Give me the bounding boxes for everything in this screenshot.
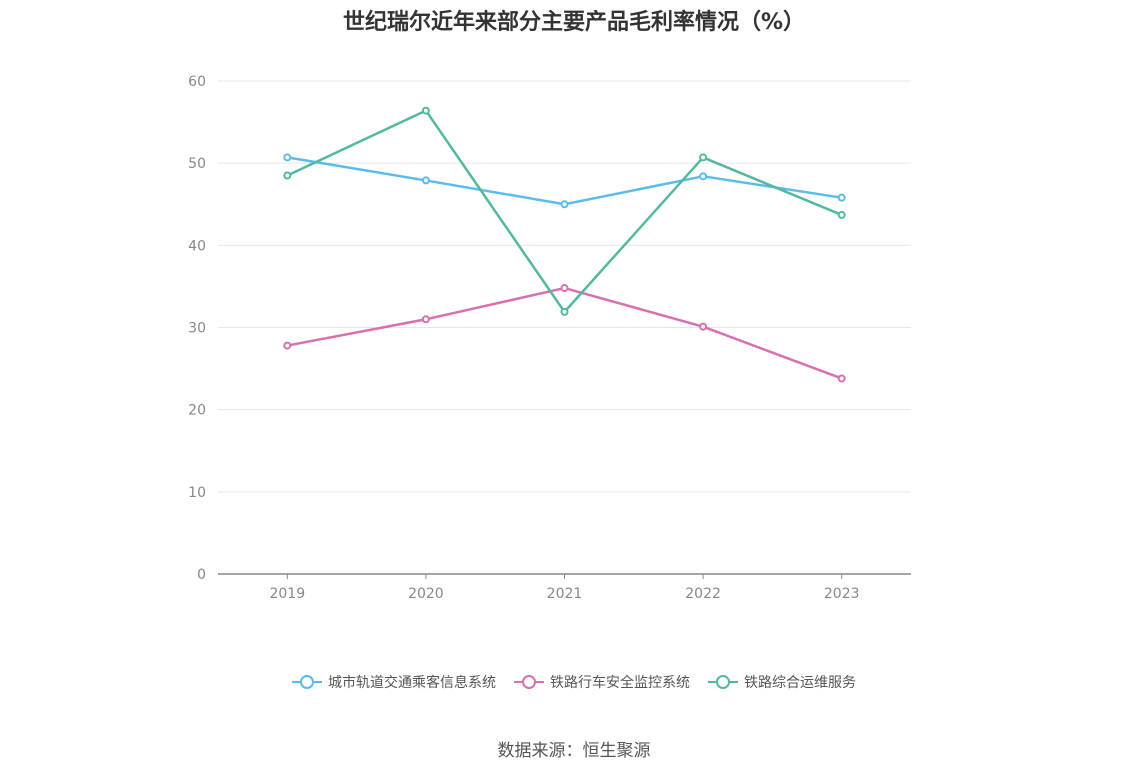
source-note: 数据来源：恒生聚源 — [497, 741, 651, 761]
data-point — [283, 171, 292, 180]
series-line-2 — [287, 286, 843, 380]
series-line-3 — [286, 109, 843, 314]
y-tick-label: 30 — [188, 321, 206, 337]
grid-lines — [218, 80, 911, 493]
data-point — [699, 172, 708, 181]
data-point — [837, 374, 846, 383]
data-point — [421, 106, 430, 115]
y-tick-label: 50 — [188, 156, 206, 172]
x-tick-label: 2020 — [408, 586, 444, 602]
data-point — [837, 193, 846, 202]
data-point — [560, 307, 569, 316]
data-point — [837, 210, 846, 219]
chart-title: 世纪瑞尔近年来部分主要产品毛利率情况（%） — [342, 10, 806, 35]
data-point — [699, 153, 708, 162]
y-tick-label: 0 — [197, 567, 206, 583]
legend-marker-icon — [514, 675, 544, 689]
x-tick-label: 2021 — [547, 586, 583, 602]
data-point — [421, 176, 430, 185]
legend-item-1[interactable]: 城市轨道交通乘客信息系统 — [292, 672, 496, 692]
y-tick-label: 10 — [188, 485, 206, 501]
legend-label: 铁路行车安全监控系统 — [550, 675, 690, 691]
legend: 城市轨道交通乘客信息系统 铁路行车安全监控系统 铁路综合运维服务 — [0, 672, 1148, 692]
x-tick-label: 2023 — [824, 586, 860, 602]
x-tick-label: 2019 — [269, 586, 305, 602]
legend-item-3[interactable]: 铁路综合运维服务 — [708, 672, 856, 692]
data-point — [283, 341, 292, 350]
series-lines — [283, 106, 846, 383]
x-tick-label: 2022 — [685, 586, 721, 602]
legend-marker-icon — [708, 675, 738, 689]
data-point — [421, 315, 430, 324]
legend-label: 铁路综合运维服务 — [744, 675, 856, 691]
data-point — [283, 153, 292, 162]
legend-label: 城市轨道交通乘客信息系统 — [328, 675, 496, 691]
legend-marker-icon — [292, 675, 322, 689]
data-point — [560, 284, 569, 293]
y-tick-label: 40 — [188, 238, 206, 254]
axes: 0 10 20 30 40 50 60 2019 2020 2021 2022 2023 — [188, 74, 911, 602]
legend-item-2[interactable]: 铁路行车安全监控系统 — [514, 672, 690, 692]
y-tick-label: 60 — [188, 74, 206, 90]
y-tick-label: 20 — [188, 403, 206, 419]
data-point — [699, 322, 708, 331]
data-point — [560, 200, 569, 209]
